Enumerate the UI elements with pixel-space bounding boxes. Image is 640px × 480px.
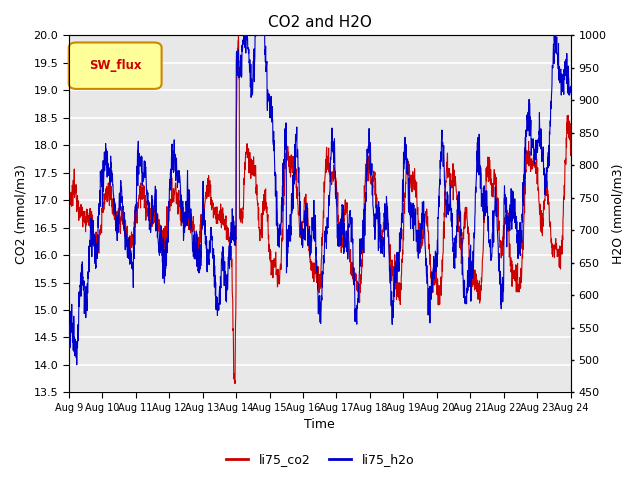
FancyBboxPatch shape — [68, 42, 162, 89]
Y-axis label: CO2 (mmol/m3): CO2 (mmol/m3) — [15, 164, 28, 264]
Legend: li75_co2, li75_h2o: li75_co2, li75_h2o — [221, 448, 419, 471]
Y-axis label: H2O (mmol/m3): H2O (mmol/m3) — [612, 164, 625, 264]
X-axis label: Time: Time — [305, 419, 335, 432]
Text: SW_flux: SW_flux — [89, 59, 141, 72]
Title: CO2 and H2O: CO2 and H2O — [268, 15, 372, 30]
